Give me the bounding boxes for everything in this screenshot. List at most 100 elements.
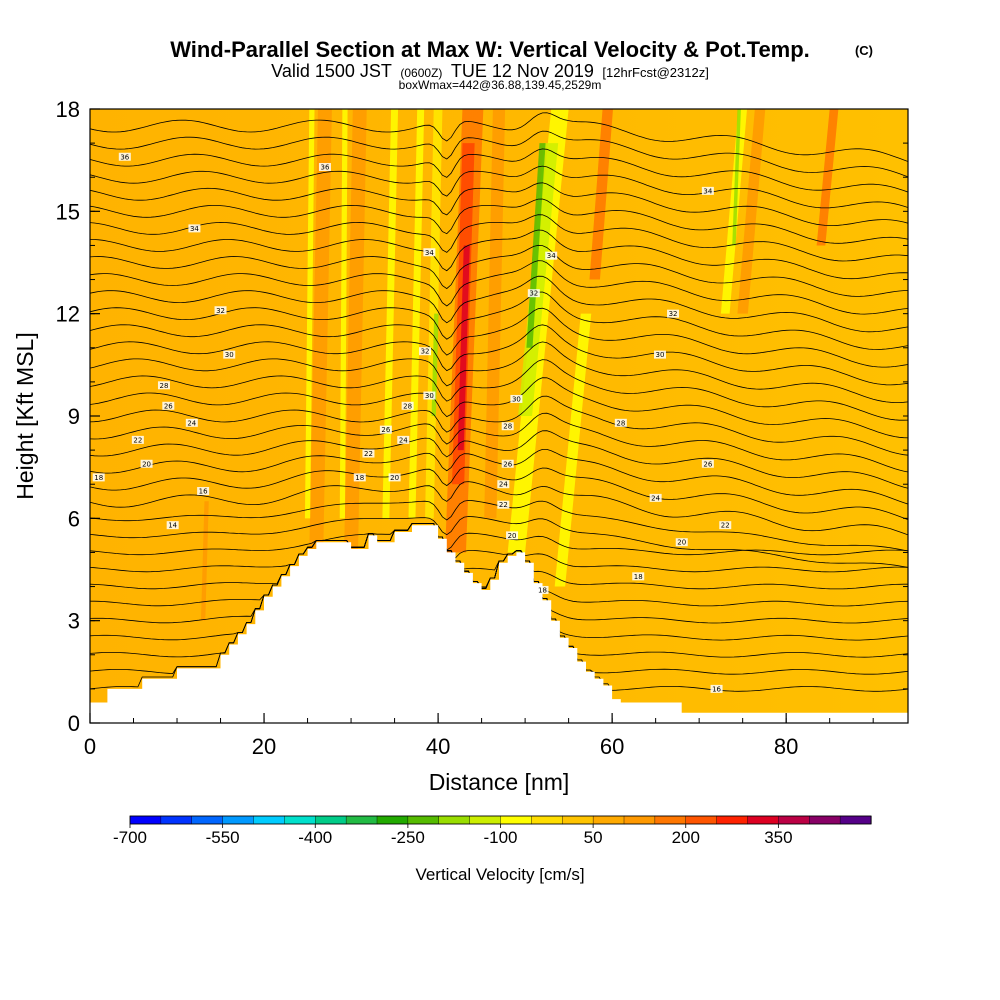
contour-label-text: 32 [669,310,678,318]
contour-label-text: 22 [133,436,142,444]
chart-subtitle-box: boxWmax=442@36.88,139.45,2529m [399,78,602,92]
y-tick-label: 9 [68,404,80,429]
contour-label: 32 [419,347,432,356]
contour-label: 22 [497,500,510,509]
velocity-band [589,109,613,280]
contour-label-text: 32 [529,290,538,298]
contour-label-text: 34 [425,249,434,257]
contour-label: 32 [667,309,680,318]
contour-label: 18 [92,473,105,482]
colorbar-swatch [531,815,563,825]
contour-label-text: 34 [547,252,556,260]
theta-contour [90,148,908,193]
plot-area: 36 36 34 32 30 28 26 24 22 20 18 16 14 34 32 30 28 26 24 22… [90,109,908,723]
chart-subtitle: Valid 1500 JST (0600Z) TUE 12 Nov 2019 [… [271,61,709,81]
x-axis: 0 20 40 60 80 [84,713,874,759]
theta-contour [90,449,908,505]
contour-label-text: 26 [703,460,712,468]
y-tick-label: 0 [68,711,80,736]
colorbar-swatch [685,815,718,825]
colorbar-swatch [160,815,193,825]
contour-label: 18 [632,572,645,581]
colorbar-swatch [284,815,316,825]
contour-label-text: 34 [190,225,199,233]
colorbar-swatch [222,815,255,825]
y-tick-label: 3 [68,609,80,634]
contour-label-text: 22 [721,522,730,530]
theta-contour [90,165,908,209]
colorbar-label: 200 [672,828,700,847]
contour-label: 22 [131,435,144,444]
contour-label-text: 18 [538,586,547,594]
colorbar-label: 350 [764,828,792,847]
contour-label: 20 [506,531,519,540]
subtitle-date: TUE 12 Nov 2019 [451,61,594,81]
contour-label-text: 16 [199,488,208,496]
y-tick-label: 6 [68,506,80,531]
theta-contour [90,324,908,386]
theta-contour [90,481,908,536]
contour-label: 30 [510,394,523,403]
colorbar-swatch [191,815,224,825]
velocity-band [431,313,439,416]
colorbar-label: -400 [298,828,332,847]
contour-label-text: 24 [187,419,196,427]
velocity-band [732,109,741,246]
contour-label: 28 [401,401,414,410]
contour-label-text: 30 [225,351,234,359]
contour-label: 34 [701,186,714,195]
contour-label: 20 [675,538,688,547]
contour-label-text: 18 [355,474,364,482]
colorbar-swatch [592,815,625,825]
contour-label: 14 [166,521,179,530]
contour-label: 26 [501,459,514,468]
y-tick-label: 15 [56,199,80,224]
contour-label: 30 [423,391,436,400]
contour-label: 18 [536,585,549,594]
velocity-band [304,109,315,519]
theta-contour [90,395,908,456]
colorbar-swatch [253,815,285,825]
theta-contour [90,275,908,333]
theta-contour [90,260,908,315]
contour-label-text: 24 [651,494,660,502]
contour-label-text: 18 [94,474,103,482]
theta-contour [90,182,908,226]
x-axis-title: Distance [nm] [429,769,570,795]
x-tick-label: 0 [84,734,96,759]
colorbar-swatch [129,815,162,825]
theta-contours [90,112,908,692]
contour-label: 16 [197,487,210,496]
x-tick-label: 60 [600,734,624,759]
contour-label: 24 [185,418,198,427]
theta-contour [90,523,908,573]
colorbar-title: Vertical Velocity [cm/s] [415,865,584,884]
contour-label-text: 28 [160,382,169,390]
contour-label-text: 22 [499,501,508,509]
colorbar-swatch [500,815,532,825]
contour-label: 22 [719,521,732,530]
velocity-band [484,109,506,519]
colorbar: -700 -550 -400 -250 -100 50 200 350 [113,815,872,847]
theta-contour [90,516,908,568]
theta-contour [90,430,908,489]
contour-label-text: 20 [390,474,399,482]
theta-contour [90,377,908,439]
contour-label-text: 24 [499,481,508,489]
contour-label: 34 [423,248,436,257]
contour-label: 18 [353,473,366,482]
contour-label-text: 22 [364,450,373,458]
contour-label-text: 36 [320,163,329,171]
colorbar-label: -700 [113,828,147,847]
velocity-band [309,109,332,553]
contour-label-text: 20 [142,460,151,468]
contour-label: 24 [397,435,410,444]
contour-label-text: 28 [403,402,412,410]
colorbar-swatch [809,815,841,825]
colorbar-swatch [716,815,749,825]
contour-label-text: 24 [399,436,408,444]
colorbar-swatch [315,815,347,825]
contour-label: 30 [653,350,666,359]
